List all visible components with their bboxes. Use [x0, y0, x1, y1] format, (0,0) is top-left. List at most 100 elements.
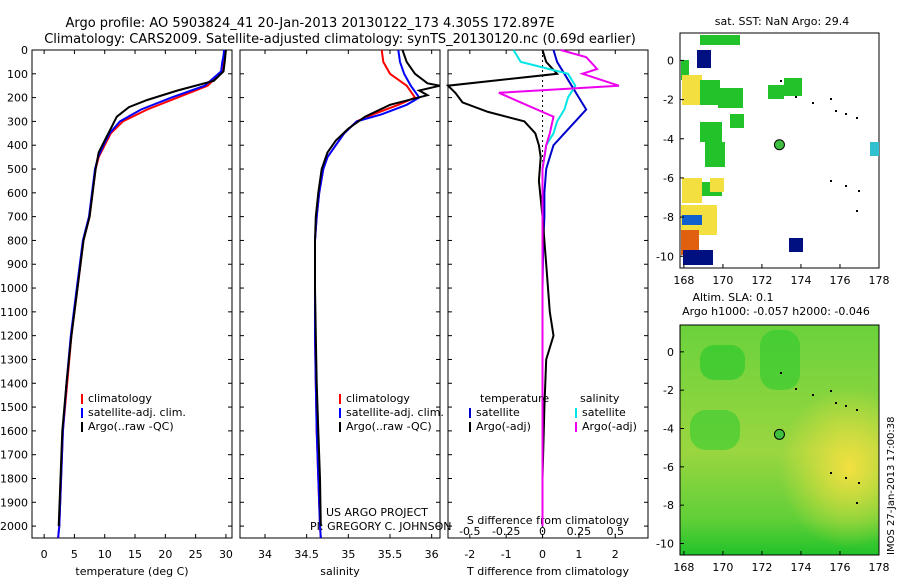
panel-frame: [447, 49, 649, 539]
y-tick-label: 1200: [0, 330, 28, 343]
y-tick-label: 1000: [0, 282, 28, 295]
island-dot: [835, 402, 837, 404]
island-dot: [830, 472, 832, 474]
island-dot: [856, 409, 858, 411]
island-dot: [858, 482, 860, 484]
sst-cell: [768, 85, 784, 99]
island-dot: [780, 80, 782, 82]
legend-label: satellite: [476, 406, 520, 419]
map-x-tick-label: 170: [712, 274, 733, 287]
map-y-tick-label: 0: [667, 346, 674, 359]
sst-cell: [700, 122, 722, 142]
annotation-project: US ARGO PROJECT: [326, 506, 428, 519]
map-x-tick-label: 172: [751, 561, 772, 574]
map-y-tick-label: -4: [663, 423, 674, 436]
y-tick-label: 300: [7, 115, 28, 128]
map-y-tick-label: -8: [663, 499, 674, 512]
map-y-tick-label: -10: [656, 250, 674, 263]
y-tick-label: 0: [21, 44, 28, 57]
map-y-tick-label: -4: [663, 133, 674, 146]
sst-cell: [682, 75, 702, 105]
sst-map: sat. SST: NaN Argo: 29.4 168 170 172 174 176…: [656, 15, 889, 287]
map-x-tick-label: 174: [790, 561, 811, 574]
series-line: [57, 49, 227, 527]
sst-cell: [710, 178, 724, 192]
sst-cell: [697, 50, 711, 68]
x-tick-label: 20: [158, 548, 172, 561]
island-dot: [780, 372, 782, 374]
x-tick-label: 15: [128, 548, 142, 561]
series-line: [57, 49, 226, 539]
x-tick-label: 25: [189, 548, 203, 561]
series-line: [498, 49, 620, 527]
island-dot: [812, 102, 814, 104]
legend-label: satellite-adj. clim.: [346, 406, 444, 419]
y-tick-label: 400: [7, 139, 28, 152]
island-dot: [856, 210, 858, 212]
y-tick-label: 100: [7, 68, 28, 81]
sst-cell: [700, 35, 740, 45]
island-dot: [795, 388, 797, 390]
s-tick-label: 0.5: [607, 525, 625, 538]
series-line: [314, 49, 417, 539]
legend-label: satellite-adj. clim.: [88, 406, 186, 419]
y-tick-label: 1100: [0, 306, 28, 319]
island-dot: [795, 96, 797, 98]
panel-frame: [239, 49, 441, 539]
legend-label: satellite: [582, 406, 626, 419]
x-tick-label: 34: [258, 548, 272, 561]
sst-cell: [681, 60, 689, 80]
island-dot: [856, 502, 858, 504]
x-tick-label: 5: [71, 548, 78, 561]
sla-map-subtitle: Argo h1000: -0.057 h2000: -0.046: [682, 305, 870, 318]
panel-frame: [31, 49, 233, 539]
sla-map: Altim. SLA: 0.1 Argo h1000: -0.057 h2000…: [656, 291, 889, 574]
legend-title-s: salinity: [580, 392, 620, 405]
island-dot: [856, 117, 858, 119]
sst-cell: [705, 142, 725, 167]
map-x-tick-label: 170: [712, 561, 733, 574]
map-x-tick-label: 174: [790, 274, 811, 287]
sla-map-title: Altim. SLA: 0.1: [692, 291, 773, 304]
sst-cell: [682, 178, 702, 203]
sla-green-blob-1: [700, 345, 745, 380]
x-tick-label: 30: [219, 548, 233, 561]
difference-panel: -2 -1 0 1 2 T difference from climatology -0.5…: [445, 49, 649, 578]
x-axis-label: salinity: [320, 565, 360, 578]
argo-position-marker: [773, 139, 785, 151]
x-tick-label: 0: [539, 548, 546, 561]
sst-cell: [700, 80, 720, 105]
y-tick-label: 1900: [0, 496, 28, 509]
x-tick-label: 35.5: [378, 548, 403, 561]
y-tick-label: 500: [7, 163, 28, 176]
sla-green-blob-3: [690, 410, 740, 450]
x-axis-label: T difference from climatology: [466, 565, 629, 578]
x-tick-label: 1: [575, 548, 582, 561]
island-dot: [835, 110, 837, 112]
annotation-pi: PI: GREGORY C. JOHNSON: [310, 520, 451, 533]
sst-map-title: sat. SST: NaN Argo: 29.4: [715, 15, 849, 28]
map-y-tick-label: -10: [656, 538, 674, 551]
legend-label: Argo(..raw -QC): [88, 420, 174, 433]
map-x-tick-label: 178: [869, 561, 890, 574]
map-x-tick-label: 172: [751, 274, 772, 287]
series-line: [314, 49, 421, 539]
island-dot: [830, 98, 832, 100]
s-axis-label: S difference from climatology: [467, 514, 630, 527]
legend-title-t: temperature: [480, 392, 549, 405]
y-tick-label: 2000: [0, 520, 28, 533]
x-tick-label: 35: [341, 548, 355, 561]
x-tick-label: 36: [425, 548, 439, 561]
map-x-tick-label: 168: [673, 274, 694, 287]
y-tick-label: 700: [7, 211, 28, 224]
sst-cell: [730, 114, 744, 128]
figure-subtitle: Climatology: CARS2009. Satellite-adjuste…: [44, 32, 636, 47]
map-y-tick-label: -6: [663, 461, 674, 474]
y-tick-label: 200: [7, 92, 28, 105]
legend-label: Argo(..raw -QC): [346, 420, 432, 433]
map-y-tick-label: -6: [663, 172, 674, 185]
island-dot: [845, 405, 847, 407]
salinity-panel: 34 34.5 35 35.5 36 salinity climatologysatelli…: [239, 49, 451, 578]
sst-cell: [681, 230, 699, 255]
